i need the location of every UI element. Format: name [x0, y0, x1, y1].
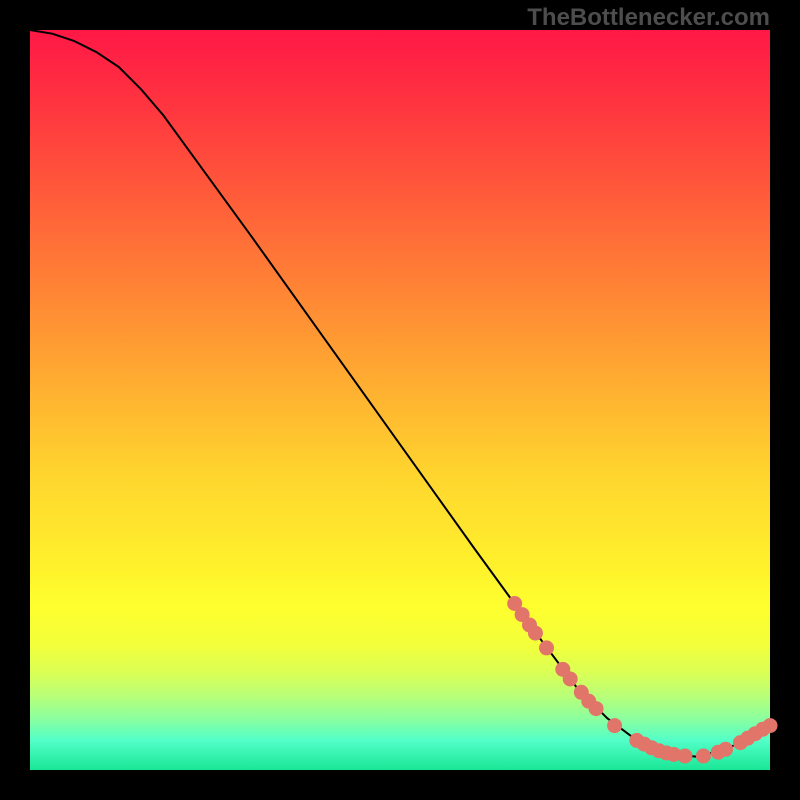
data-marker	[540, 641, 554, 655]
data-marker	[678, 749, 692, 763]
data-marker	[696, 749, 710, 763]
watermark-text: TheBottlenecker.com	[527, 4, 770, 32]
data-marker	[589, 702, 603, 716]
chart-container: TheBottlenecker.com	[0, 0, 800, 800]
marker-group	[508, 597, 777, 763]
data-marker	[528, 626, 542, 640]
data-marker	[563, 672, 577, 686]
data-marker	[763, 719, 777, 733]
data-marker	[719, 742, 733, 756]
chart-svg	[30, 30, 770, 770]
bottleneck-curve	[30, 30, 770, 757]
plot-area	[30, 30, 770, 770]
data-marker	[608, 719, 622, 733]
